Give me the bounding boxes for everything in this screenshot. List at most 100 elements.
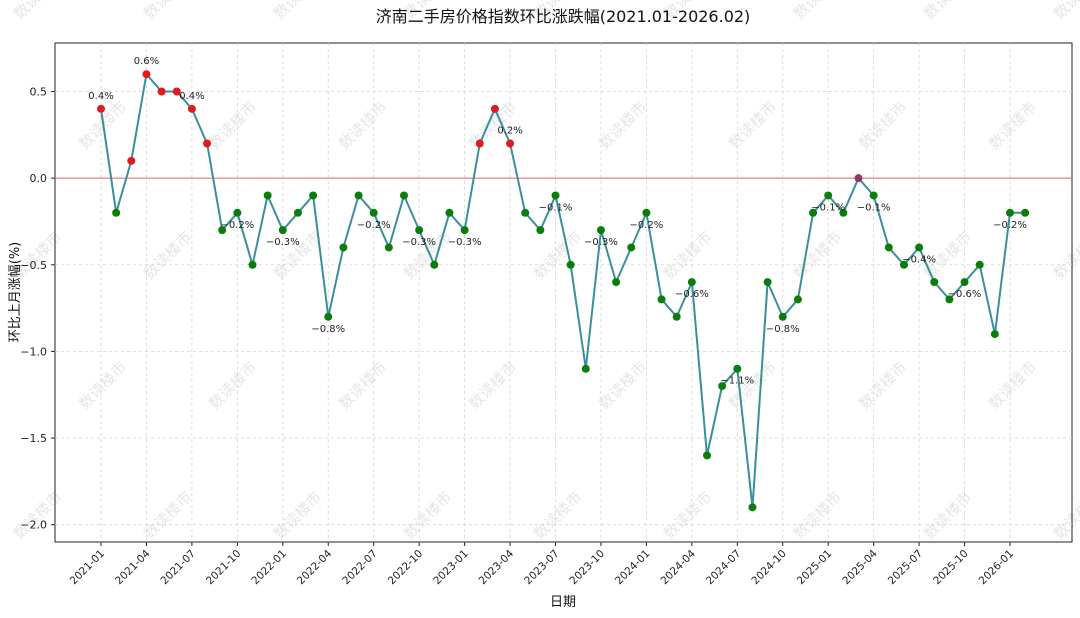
data-point xyxy=(142,70,151,79)
data-label: −0.2% xyxy=(630,220,664,231)
y-tick-label: −2.0 xyxy=(20,519,47,532)
data-point xyxy=(521,208,530,217)
data-point xyxy=(460,226,469,235)
x-tick-label: 2021-07 xyxy=(159,548,199,588)
data-point xyxy=(324,312,333,321)
data-point xyxy=(248,260,257,269)
data-label: −0.3% xyxy=(266,237,300,248)
watermark-text: 数读楼市 xyxy=(1050,228,1080,283)
data-point xyxy=(1006,208,1014,217)
data-point xyxy=(733,364,742,373)
data-point xyxy=(763,278,772,287)
data-point xyxy=(809,208,818,217)
watermark-text: 数读楼市 xyxy=(985,358,1040,413)
x-tick-label: 2023-07 xyxy=(522,548,562,588)
data-point xyxy=(990,330,999,339)
series-line xyxy=(100,71,1026,508)
data-point xyxy=(430,260,439,269)
data-point xyxy=(854,174,863,183)
data-point xyxy=(839,208,848,217)
data-label: −0.3% xyxy=(584,237,618,248)
watermark-text: 数读楼市 xyxy=(270,228,325,283)
data-point xyxy=(657,295,666,304)
watermark-text: 数读楼市 xyxy=(335,98,390,153)
watermark-text: 数读楼市 xyxy=(660,228,715,283)
data-label: −0.3% xyxy=(448,237,482,248)
watermark-text: 数读楼市 xyxy=(1050,0,1080,23)
watermark-text: 数读楼市 xyxy=(920,0,975,23)
watermark-text: 数读楼市 xyxy=(530,488,585,543)
data-point xyxy=(187,104,196,113)
y-tick-label: −0.5 xyxy=(20,259,47,272)
data-point xyxy=(203,139,212,148)
watermark-text: 数读楼市 xyxy=(595,98,650,153)
y-axis-label: 环比上月涨幅(%) xyxy=(8,242,23,343)
data-point xyxy=(263,191,272,200)
data-point xyxy=(915,243,924,252)
data-point xyxy=(884,243,893,252)
watermark-text: 数读楼市 xyxy=(400,488,455,543)
data-point xyxy=(793,295,802,304)
watermark-text: 数读楼市 xyxy=(465,358,520,413)
x-axis: 2021-01 2021-04 2021-07 2021-10 2022-01 2022-… xyxy=(68,542,1017,588)
x-tick-label: 2025-10 xyxy=(931,548,971,588)
data-point xyxy=(566,260,575,269)
data-point xyxy=(596,226,605,235)
data-labels: 0.4% 0.6% 0.4% −0.2% −0.3% −0.8% −0.2% −0.3% −0.… xyxy=(88,56,1027,387)
plot-area xyxy=(54,42,1073,543)
data-point xyxy=(551,191,560,200)
data-label: 0.4% xyxy=(88,91,113,102)
x-tick-label: 2023-10 xyxy=(568,548,608,588)
watermark-text: 数读楼市 xyxy=(10,0,65,23)
data-point xyxy=(157,87,166,96)
data-point xyxy=(536,226,545,235)
data-points xyxy=(97,70,1030,512)
data-label: −0.8% xyxy=(311,324,345,335)
data-point xyxy=(627,243,636,252)
grid-lines xyxy=(55,43,1072,542)
data-label: −0.1% xyxy=(857,202,891,213)
y-tick-label: 0.0 xyxy=(30,172,48,185)
x-tick-label: 2021-01 xyxy=(68,548,108,588)
data-label: −0.2% xyxy=(993,220,1027,231)
data-point xyxy=(718,382,727,391)
x-tick-label: 2024-10 xyxy=(749,548,789,588)
data-point xyxy=(278,226,287,235)
watermark-text: 数读楼市 xyxy=(270,0,325,23)
watermark-text: 数读楼市 xyxy=(855,358,910,413)
data-point xyxy=(899,260,908,269)
data-point xyxy=(869,191,878,200)
data-point xyxy=(960,278,969,287)
data-point xyxy=(581,364,590,373)
data-point xyxy=(506,139,515,148)
x-tick-label: 2026-01 xyxy=(977,548,1017,588)
data-point xyxy=(339,243,348,252)
chart-title: 济南二手房价格指数环比涨跌幅(2021.01-2026.02) xyxy=(376,7,751,26)
data-label: −0.2% xyxy=(357,220,391,231)
data-point xyxy=(384,243,393,252)
y-tick-label: −1.0 xyxy=(20,345,47,358)
watermark-text: 数读楼市 xyxy=(140,488,195,543)
data-label: −1.1% xyxy=(720,376,754,387)
watermark-text: 数读楼市 xyxy=(855,98,910,153)
x-tick-label: 2024-07 xyxy=(704,548,744,588)
data-point xyxy=(672,312,681,321)
data-point xyxy=(687,278,696,287)
x-tick-label: 2022-04 xyxy=(295,547,335,587)
data-point xyxy=(233,208,242,217)
watermark-text: 数读楼市 xyxy=(530,228,585,283)
data-point xyxy=(415,226,424,235)
data-point xyxy=(127,156,136,165)
x-axis-label: 日期 xyxy=(550,595,576,610)
watermark-text: 数读楼市 xyxy=(920,488,975,543)
watermark-text: 数读楼市 xyxy=(595,358,650,413)
x-tick-label: 2025-04 xyxy=(840,547,880,587)
watermark-text: 数读楼市 xyxy=(985,98,1040,153)
watermark-text: 数读楼市 xyxy=(140,228,195,283)
data-point xyxy=(172,87,181,96)
watermark-text: 数读楼市 xyxy=(205,98,260,153)
x-tick-label: 2025-01 xyxy=(795,548,835,588)
y-tick-label: −1.5 xyxy=(20,432,47,445)
y-tick-label: 0.5 xyxy=(30,86,48,99)
data-label: −0.1% xyxy=(539,202,573,213)
